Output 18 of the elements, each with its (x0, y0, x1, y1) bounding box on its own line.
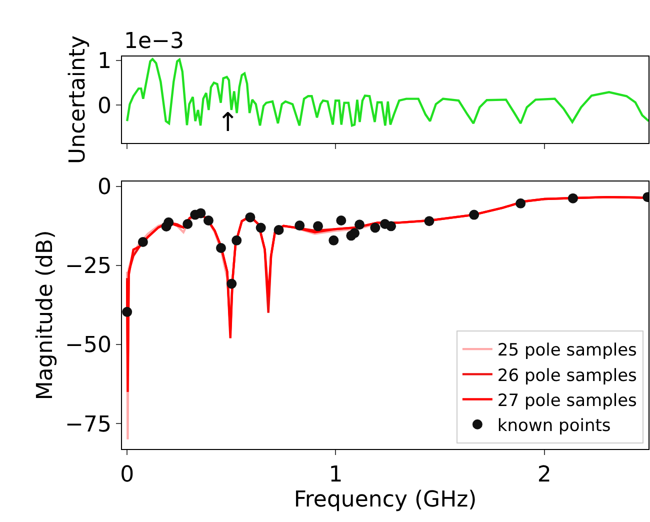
legend-label: 25 pole samples (497, 340, 638, 361)
x-tick-label: 2 (537, 462, 552, 488)
legend-label: 26 pole samples (497, 366, 638, 386)
y-tick-label: −75 (65, 412, 112, 438)
y-axis-title: Magnitude (dB) (32, 230, 58, 400)
y-tick-label: 1 (97, 49, 112, 74)
x-tick-label: 0 (120, 462, 134, 488)
legend-label: known points (497, 416, 611, 436)
legend-label: 27 pole samples (497, 390, 638, 411)
y-tick-label: 0 (97, 175, 112, 200)
y-tick-label: −50 (65, 333, 112, 358)
x-tick-label: 1 (328, 462, 343, 488)
annotation: ↑ (217, 108, 239, 138)
x-axis-title: Frequency (GHz) (294, 487, 477, 512)
text: 1e−3 (124, 29, 184, 54)
y-tick-label: −25 (65, 254, 112, 280)
y-axis-title: Uncertainty (65, 35, 90, 164)
y-tick-label: 0 (97, 94, 112, 119)
